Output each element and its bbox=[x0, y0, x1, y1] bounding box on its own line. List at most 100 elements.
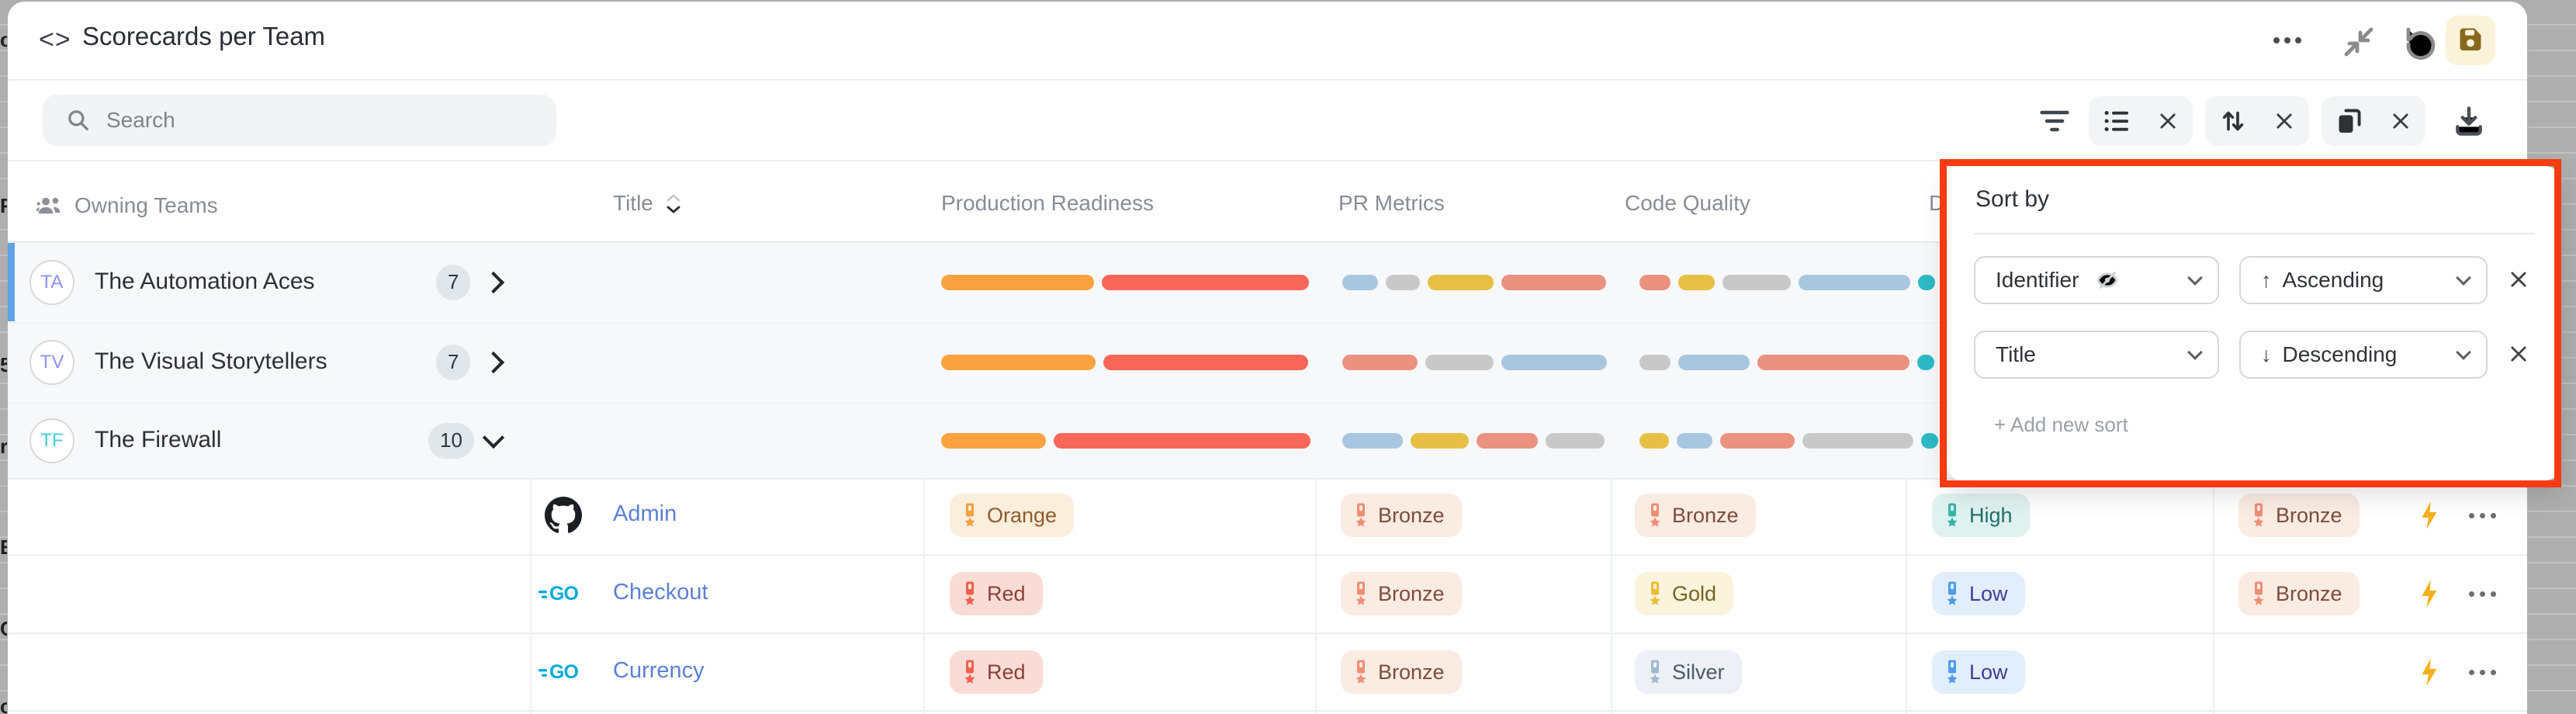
sort-direction-value: Descending bbox=[2282, 342, 2398, 366]
column-label: D bbox=[1929, 191, 1940, 215]
column-header-col_d[interactable]: D bbox=[1929, 191, 1940, 216]
expand-chevron-right-icon[interactable] bbox=[482, 271, 505, 294]
bar-segment-red bbox=[1102, 274, 1309, 290]
bar-segment-gray bbox=[1386, 274, 1420, 290]
badge-label: Silver bbox=[1672, 660, 1725, 684]
toolbar-divider bbox=[8, 160, 2527, 161]
bar-segment-teal bbox=[1918, 274, 1935, 290]
background-text-fragment: C bbox=[0, 617, 7, 641]
scorecard-level-badge: High bbox=[1932, 494, 2030, 537]
scorecard-level-badge: Bronze bbox=[1635, 494, 1756, 537]
save-button[interactable] bbox=[2446, 16, 2495, 65]
entity-link[interactable]: Admin bbox=[613, 501, 677, 526]
bar-segment-gray bbox=[1802, 432, 1913, 449]
score-distribution-bar-production_readiness bbox=[941, 274, 1309, 290]
column-header-production_readiness[interactable]: Production Readiness bbox=[941, 191, 1154, 216]
column-header-title[interactable]: Title bbox=[613, 191, 681, 216]
row-more-button[interactable] bbox=[2469, 591, 2496, 597]
scorecard-level-badge: Red bbox=[950, 572, 1043, 615]
scorecard-level-badge: Bronze bbox=[2238, 572, 2360, 615]
row-separator bbox=[8, 710, 2527, 712]
chevron-down-icon bbox=[2456, 345, 2471, 360]
bar-segment-teal bbox=[1917, 354, 1934, 370]
team-avatar: TA bbox=[29, 259, 74, 305]
column-label: Title bbox=[613, 191, 653, 215]
column-separator bbox=[1906, 479, 1907, 714]
flash-icon bbox=[2422, 580, 2437, 608]
filter-button[interactable] bbox=[2038, 104, 2072, 142]
entity-link[interactable]: Checkout bbox=[613, 580, 708, 605]
medal-icon bbox=[1947, 660, 1958, 684]
collapse-button[interactable] bbox=[2340, 23, 2377, 64]
sort-field-select[interactable]: Title bbox=[1974, 331, 2219, 379]
sort-chip[interactable] bbox=[2205, 96, 2309, 146]
expand-chevron-right-icon[interactable] bbox=[482, 351, 505, 374]
search-input[interactable]: Search bbox=[43, 95, 556, 146]
close-icon bbox=[2511, 346, 2526, 362]
selected-row-accent bbox=[8, 243, 15, 321]
run-action-button[interactable] bbox=[2418, 501, 2441, 534]
column-separator bbox=[1315, 479, 1317, 714]
collapse-icon bbox=[2344, 27, 2373, 57]
bar-segment-blue bbox=[1677, 432, 1712, 449]
badge-label: Bronze bbox=[1378, 660, 1445, 684]
more-options-button[interactable] bbox=[2273, 37, 2301, 43]
scorecard-level-badge: Silver bbox=[1635, 650, 1742, 694]
row-separator bbox=[8, 633, 2527, 634]
remove-sort-button[interactable] bbox=[2508, 269, 2529, 294]
column-separator bbox=[923, 479, 925, 714]
badge-label: Bronze bbox=[1378, 503, 1445, 527]
medal-icon bbox=[1947, 581, 1958, 605]
scorecard-level-badge: Orange bbox=[950, 494, 1075, 537]
badge-label: Bronze bbox=[2276, 581, 2342, 605]
add-new-sort-link[interactable]: + Add new sort bbox=[1994, 413, 2128, 436]
expand-chevron-down-icon[interactable] bbox=[482, 426, 505, 449]
bar-segment-salmon bbox=[1477, 432, 1538, 449]
sort-field-value: Identifier bbox=[1996, 268, 2079, 292]
badge-label: Red bbox=[987, 581, 1026, 605]
scorecard-level-badge: Low bbox=[1932, 572, 2025, 615]
score-distribution-bar-production_readiness bbox=[941, 432, 1311, 449]
sort-direction-select[interactable]: ↑ Ascending bbox=[2239, 256, 2488, 304]
score-distribution-bar-code_quality bbox=[1639, 354, 1934, 370]
search-icon bbox=[68, 110, 88, 130]
run-action-button[interactable] bbox=[2418, 579, 2441, 612]
badge-label: High bbox=[1969, 503, 2013, 527]
sort-indicator-icon[interactable] bbox=[666, 193, 681, 214]
svg-text:GO: GO bbox=[549, 661, 578, 683]
row-more-button[interactable] bbox=[2469, 670, 2496, 675]
medal-icon bbox=[2253, 503, 2264, 527]
scorecard-level-badge: Bronze bbox=[1341, 494, 1462, 537]
bar-segment-gray bbox=[1546, 432, 1605, 449]
scorecard-level-badge: Bronze bbox=[1341, 572, 1462, 615]
sort-field-value: Title bbox=[1996, 342, 2036, 366]
row-more-button[interactable] bbox=[2469, 513, 2496, 518]
badge-label: Bronze bbox=[2276, 503, 2342, 527]
chevron-down-icon bbox=[2187, 345, 2203, 360]
titlebar-divider bbox=[8, 79, 2527, 81]
close-icon bbox=[2160, 113, 2176, 129]
run-action-button[interactable] bbox=[2418, 657, 2441, 691]
sort-popover-divider bbox=[1974, 233, 2534, 234]
column-label: Code Quality bbox=[1625, 191, 1750, 215]
medal-icon bbox=[1650, 660, 1660, 684]
sort-direction-select[interactable]: ↓ Descending bbox=[2239, 331, 2488, 379]
column-header-pr_metrics[interactable]: PR Metrics bbox=[1338, 191, 1445, 216]
go-icon: GO bbox=[538, 657, 590, 691]
bar-segment-salmon bbox=[1501, 274, 1606, 290]
undo-button[interactable] bbox=[2401, 23, 2438, 64]
remove-sort-button[interactable] bbox=[2508, 343, 2529, 369]
entity-link[interactable]: Currency bbox=[613, 658, 705, 683]
team-avatar: TF bbox=[29, 418, 74, 463]
column-header-owning_teams[interactable]: Owning Teams bbox=[34, 191, 218, 220]
list-view-chip[interactable] bbox=[2089, 96, 2193, 146]
column-header-code_quality[interactable]: Code Quality bbox=[1625, 191, 1750, 216]
sort-field-select[interactable]: Identifier bbox=[1974, 256, 2219, 304]
go-icon: GO bbox=[538, 661, 579, 683]
close-icon bbox=[2393, 113, 2408, 129]
column-separator bbox=[2213, 479, 2214, 714]
background-text-fragment: 5 bbox=[0, 353, 7, 376]
download-button[interactable] bbox=[2452, 104, 2486, 142]
sort-direction-value: Ascending bbox=[2282, 268, 2384, 292]
group-by-chip[interactable] bbox=[2322, 96, 2425, 146]
